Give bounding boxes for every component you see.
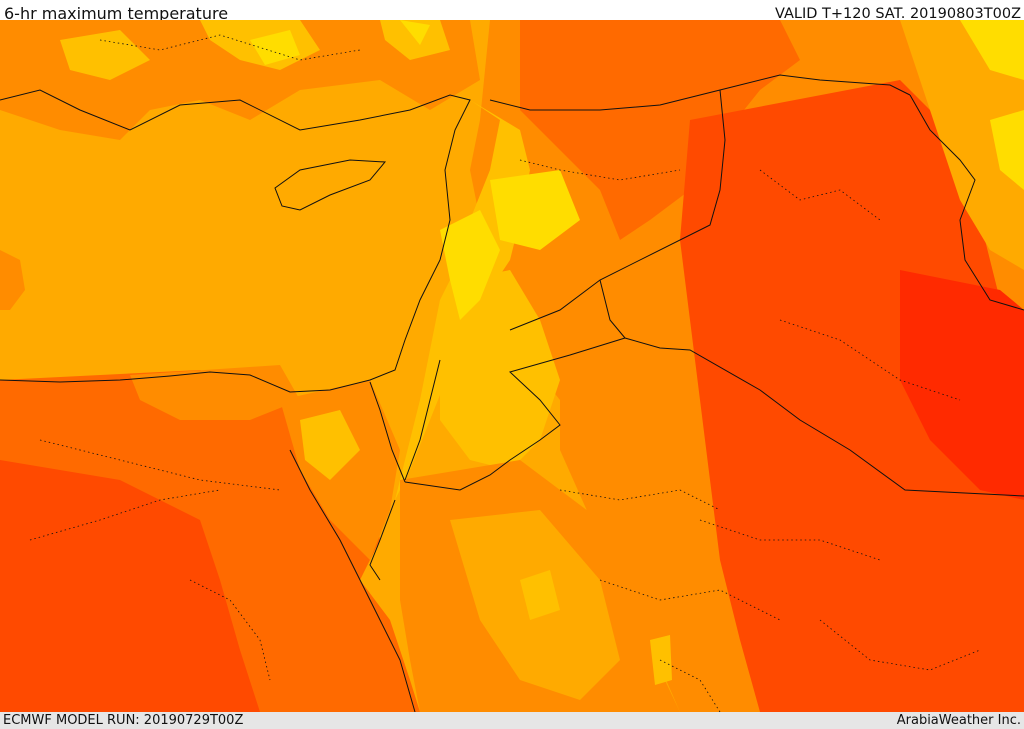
iraq-red-core: [900, 270, 1024, 500]
west-edge-orange: [0, 250, 25, 310]
levant-bright-yellow: [440, 170, 580, 320]
model-run-label: ECMWF MODEL RUN: 20190729T00Z: [3, 713, 244, 728]
zagros-light-orange: [900, 20, 1024, 270]
jordan-highlands-yellow: [440, 270, 560, 470]
valid-time-label: VALID T+120 SAT. 20190803T00Z: [775, 6, 1021, 22]
map-footer: ECMWF MODEL RUN: 20190729T00Z ArabiaWeat…: [0, 712, 1024, 729]
country-borders: [369, 89, 1024, 497]
anatolia-yellow-patches: [60, 20, 450, 80]
egypt-coast-orange: [130, 365, 300, 420]
map-title: 6-hr maximum temperature: [4, 4, 229, 23]
anatolia-light-yellow: [250, 20, 430, 65]
temperature-map[interactable]: [0, 20, 1024, 712]
sinai-yellow-patch: [300, 410, 360, 480]
province-borders: [29, 34, 981, 712]
map-header: 6-hr maximum temperature VALID T+120 SAT…: [0, 0, 1024, 23]
libya-red-orange: [0, 460, 260, 712]
credit-label: ArabiaWeather Inc.: [896, 713, 1021, 728]
iraq-red-orange: [680, 80, 1024, 712]
north-syria-dark-orange: [520, 20, 800, 240]
saudi-yellow-spots: [520, 570, 672, 685]
zagros-yellow: [960, 20, 1024, 190]
